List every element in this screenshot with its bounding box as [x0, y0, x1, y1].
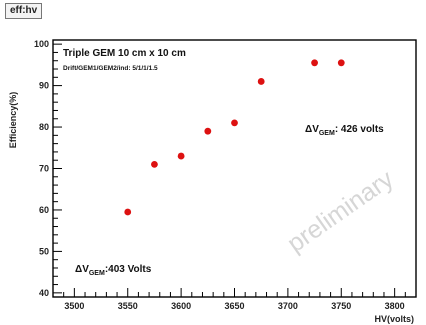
- data-point: [204, 127, 212, 135]
- data-point: [177, 152, 185, 160]
- annotation-low: ΔVGEM:403 Volts: [75, 264, 152, 277]
- annotation-low-prefix: ΔV: [75, 264, 89, 275]
- y-axis-ticks: 40 50 60 70 80 90 100: [34, 39, 62, 298]
- y-tick-label: 60: [39, 205, 49, 215]
- plot-frame: [52, 39, 417, 298]
- x-tick-label: 3800: [385, 301, 405, 311]
- canvas-title: eff:hv: [5, 3, 43, 19]
- data-point: [124, 208, 132, 216]
- x-axis-label: HV(volts): [374, 314, 414, 324]
- annotation-low-sub: GEM: [89, 270, 105, 277]
- x-tick-label: 3600: [171, 301, 191, 311]
- x-tick-label: 3700: [278, 301, 298, 311]
- data-point: [231, 119, 238, 127]
- y-tick-label: 70: [39, 164, 49, 174]
- x-tick-label: 3500: [64, 301, 84, 311]
- chart-title: Triple GEM 10 cm x 10 cm: [63, 48, 186, 59]
- x-axis-ticks: 3500 3550 3600 3650 3700 3750 3800: [52, 288, 417, 311]
- annotation-high: ΔVGEM: 426 volts: [305, 124, 384, 137]
- y-tick-label: 100: [34, 39, 49, 49]
- annotation-high-suffix: : 426 volts: [335, 124, 384, 135]
- y-axis-label: Efficiency(%): [8, 92, 18, 149]
- y-tick-label: 80: [39, 122, 49, 132]
- x-tick-label: 3650: [224, 301, 244, 311]
- data-markers: [124, 59, 345, 216]
- y-tick-label: 40: [39, 288, 49, 298]
- data-point: [311, 59, 318, 67]
- data-point: [257, 78, 265, 85]
- annotation-low-suffix: :403 Volts: [105, 264, 152, 275]
- y-tick-label: 90: [39, 81, 49, 91]
- data-point: [337, 59, 345, 67]
- chart-subtitle: Drift/GEM1/GEM2/ind: 5/1/1/1.5: [63, 65, 158, 72]
- x-tick-label: 3750: [331, 301, 351, 311]
- x-tick-label: 3550: [118, 301, 138, 311]
- data-point: [151, 160, 158, 168]
- annotation-high-sub: GEM: [319, 130, 335, 137]
- y-tick-label: 50: [39, 246, 49, 256]
- annotation-high-prefix: ΔV: [305, 124, 319, 135]
